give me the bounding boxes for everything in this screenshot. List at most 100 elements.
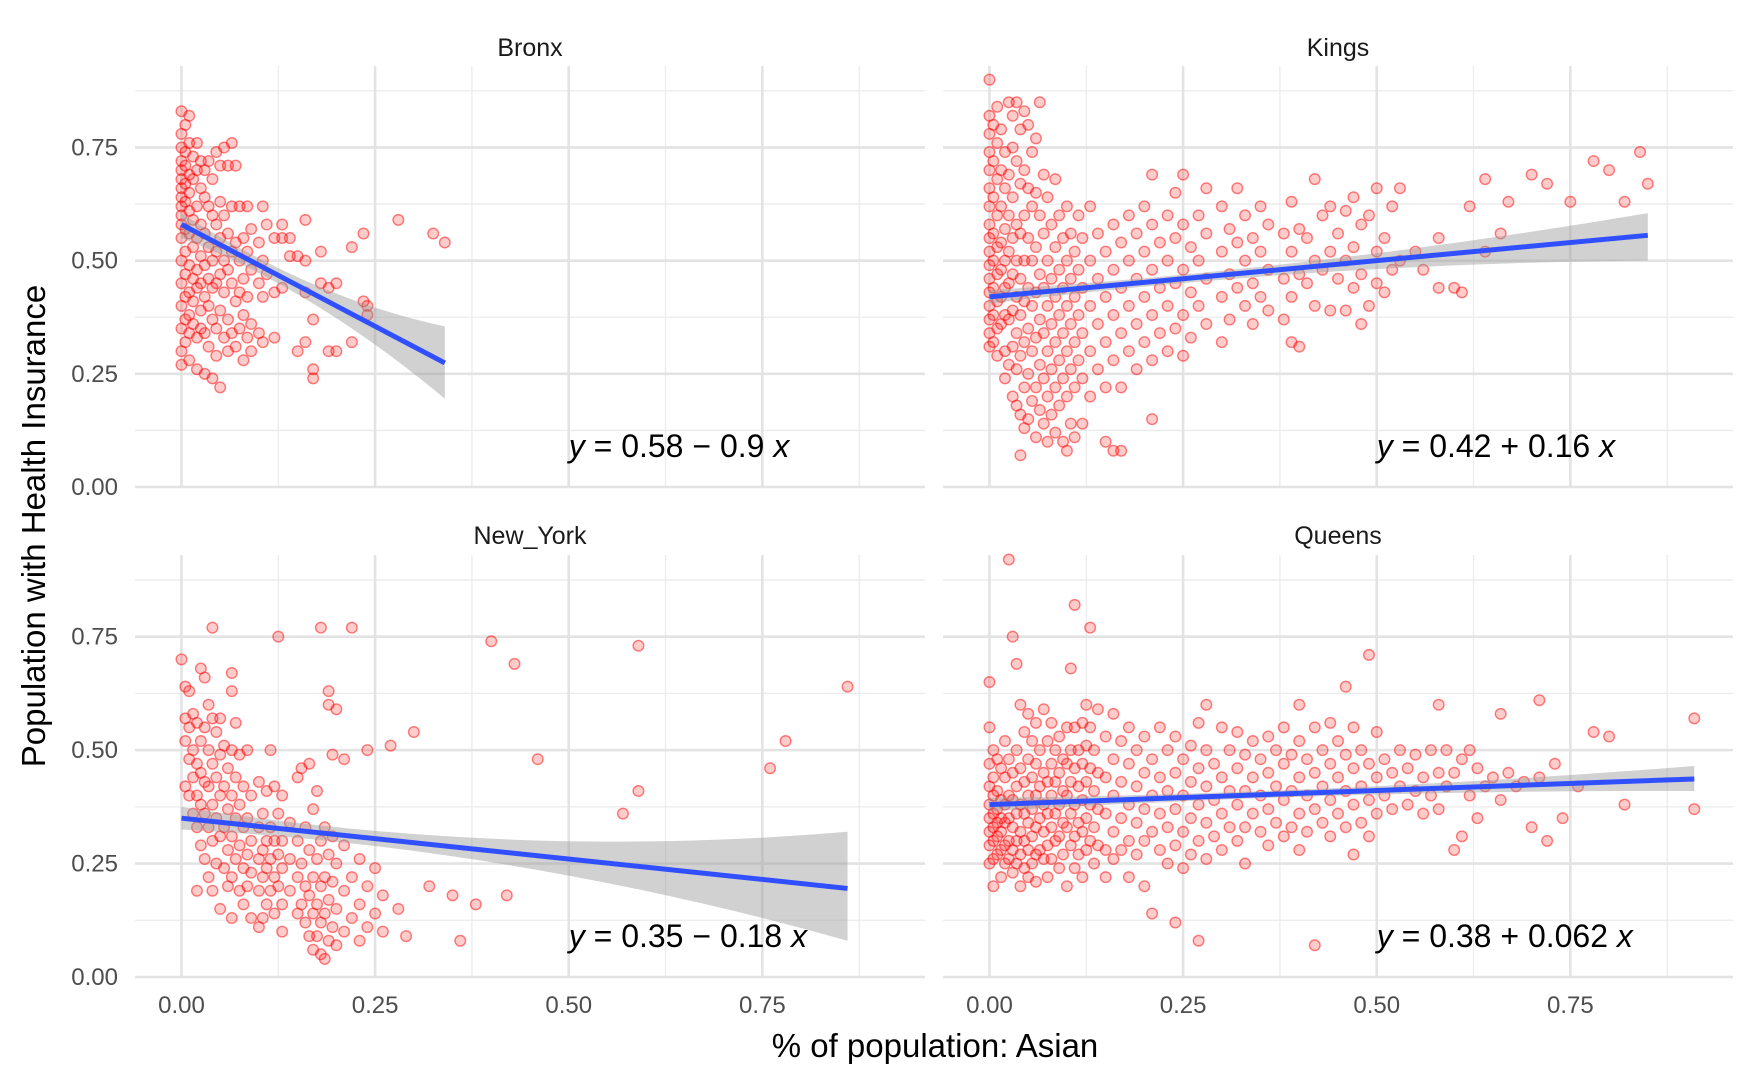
scatter-point — [1018, 209, 1031, 222]
scatter-point — [1486, 771, 1499, 784]
scatter-point — [256, 336, 269, 349]
scatter-point — [330, 857, 343, 870]
scatter-point — [1184, 812, 1197, 825]
y-tick-label: 0.75 — [71, 624, 118, 651]
scatter-point — [1223, 744, 1236, 757]
x-tick-label: 0.50 — [1353, 992, 1400, 1019]
scatter-point — [1010, 657, 1023, 670]
x-tick-label: 0.00 — [966, 992, 1013, 1019]
scatter-point — [1277, 227, 1290, 240]
scatter-point — [1076, 871, 1089, 884]
scatter-point — [1026, 254, 1039, 267]
scatter-point — [841, 680, 854, 693]
scatter-point — [1045, 821, 1058, 834]
scatter-point — [1138, 200, 1151, 213]
scatter-point — [1033, 209, 1046, 222]
equation-x: x — [771, 428, 790, 464]
scatter-point — [1316, 744, 1329, 757]
scatter-point — [1026, 146, 1039, 159]
scatter-point — [183, 685, 196, 698]
scatter-point — [1045, 218, 1058, 231]
scatter-point — [1448, 843, 1461, 856]
scatter-point — [218, 862, 231, 875]
scatter-point — [1177, 263, 1190, 276]
scatter-point — [991, 100, 1004, 113]
scatter-point — [1037, 168, 1050, 181]
scatter-point — [1184, 848, 1197, 861]
scatter-point — [1254, 825, 1267, 838]
scatter-point — [1161, 299, 1174, 312]
scatter-point — [241, 200, 254, 213]
scatter-point — [1688, 803, 1701, 816]
scatter-point — [1169, 803, 1182, 816]
scatter-point — [1378, 232, 1391, 245]
scatter-point — [303, 889, 316, 902]
scatter-point — [1471, 812, 1484, 825]
scatter-point — [1053, 263, 1066, 276]
scatter-point — [1587, 725, 1600, 738]
scatter-point — [1037, 703, 1050, 716]
scatter-point — [1037, 227, 1050, 240]
scatter-point — [1285, 290, 1298, 303]
scatter-point — [1153, 327, 1166, 340]
scatter-point — [384, 739, 397, 752]
scatter-point — [1053, 354, 1066, 367]
scatter-point — [1029, 431, 1042, 444]
scatter-point — [1088, 784, 1101, 797]
scatter-point — [400, 930, 413, 943]
scatter-point — [299, 916, 312, 929]
scatter-point — [998, 222, 1011, 235]
scatter-point — [1169, 766, 1182, 779]
scatter-point — [1494, 794, 1507, 807]
scatter-point — [225, 912, 238, 925]
scatter-point — [245, 912, 258, 925]
scatter-points — [175, 105, 451, 394]
scatter-point — [1091, 703, 1104, 716]
scatter-point — [237, 898, 250, 911]
scatter-point — [1270, 816, 1283, 829]
scatter-point — [1231, 762, 1244, 775]
scatter-point — [1169, 730, 1182, 743]
scatter-point — [369, 862, 382, 875]
scatter-point — [987, 254, 1000, 267]
scatter-point — [1362, 757, 1375, 770]
scatter-point — [245, 789, 258, 802]
scatter-point — [338, 839, 351, 852]
scatter-point — [1277, 757, 1290, 770]
scatter-point — [237, 308, 250, 321]
scatter-point — [1014, 272, 1027, 285]
scatter-point — [338, 753, 351, 766]
scatter-point — [987, 308, 1000, 321]
scatter-point — [1541, 177, 1554, 190]
scatter-point — [187, 744, 200, 757]
scatter-point — [1494, 227, 1507, 240]
scatter-point — [1122, 299, 1135, 312]
scatter-point — [1068, 431, 1081, 444]
scatter-point — [256, 912, 269, 925]
scatter-point — [1239, 299, 1252, 312]
scatter-point — [1130, 816, 1143, 829]
scatter-point — [1331, 771, 1344, 784]
scatter-point — [1246, 232, 1259, 245]
scatter-point — [1239, 821, 1252, 834]
scatter-point — [1002, 753, 1015, 766]
scatter-point — [1362, 299, 1375, 312]
scatter-point — [276, 862, 289, 875]
scatter-point — [1331, 272, 1344, 285]
scatter-point — [1192, 798, 1205, 811]
scatter-point — [632, 639, 645, 652]
scatter-point — [1200, 780, 1213, 793]
scatter-point — [998, 735, 1011, 748]
scatter-point — [1041, 735, 1054, 748]
scatter-point — [1010, 96, 1023, 109]
scatter-point — [198, 853, 211, 866]
scatter-point — [1409, 748, 1422, 761]
scatter-point — [1293, 340, 1306, 353]
scatter-point — [202, 871, 215, 884]
scatter-point — [1254, 290, 1267, 303]
scatter-point — [1184, 775, 1197, 788]
scatter-point — [1099, 336, 1112, 349]
scatter-point — [998, 182, 1011, 195]
equation-x: x — [1597, 428, 1616, 464]
